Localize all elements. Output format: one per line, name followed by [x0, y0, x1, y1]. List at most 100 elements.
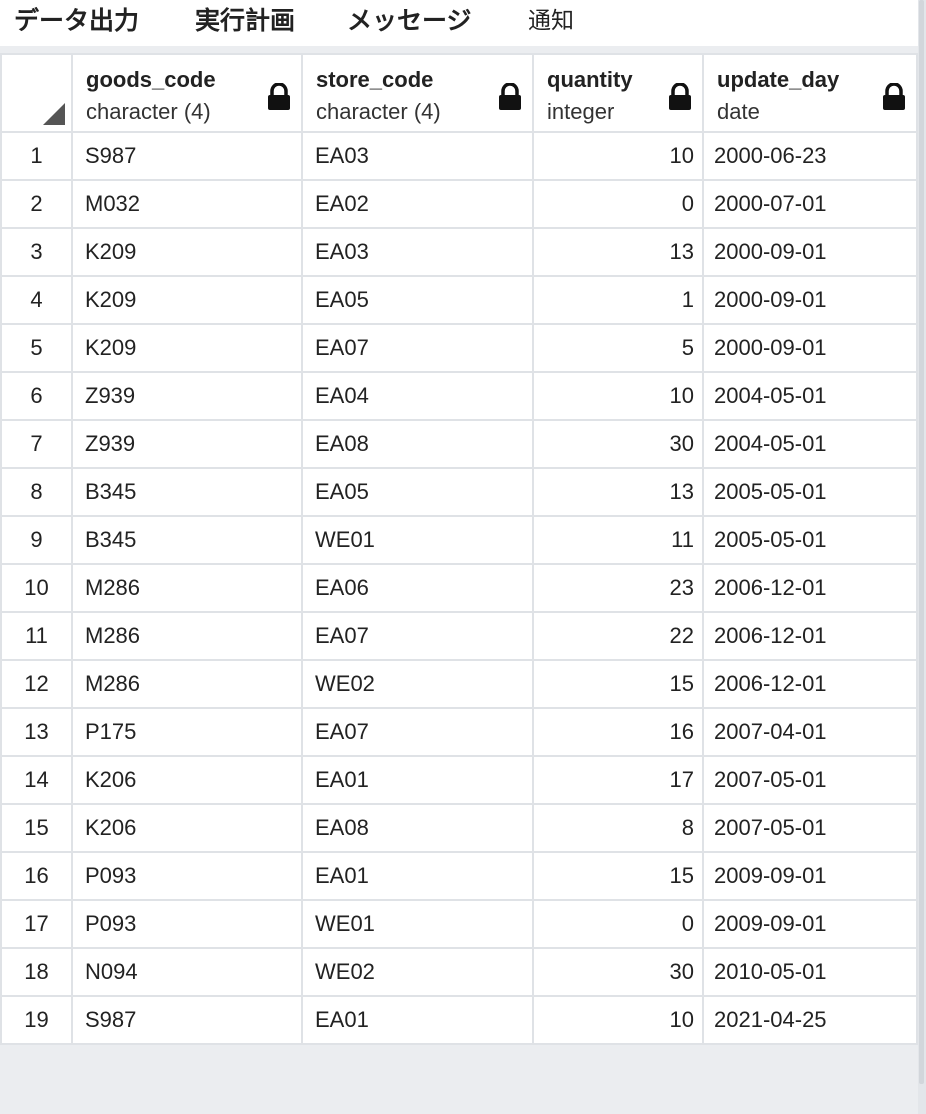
cell-store-code[interactable]: EA03 [301, 131, 534, 181]
cell-goods-code[interactable]: K209 [71, 227, 303, 277]
cell-quantity[interactable]: 16 [532, 707, 704, 757]
cell-goods-code[interactable]: K206 [71, 755, 303, 805]
table-row[interactable]: 18 N094 WE02 30 2010-05-01 [0, 947, 918, 997]
cell-goods-code[interactable]: S987 [71, 131, 303, 181]
cell-quantity[interactable]: 5 [532, 323, 704, 373]
cell-store-code[interactable]: EA01 [301, 755, 534, 805]
cell-update-day[interactable]: 2000-09-01 [702, 227, 918, 277]
row-number[interactable]: 8 [0, 467, 73, 517]
cell-store-code[interactable]: EA05 [301, 275, 534, 325]
cell-goods-code[interactable]: M286 [71, 659, 303, 709]
tab-notifications[interactable]: 通知 [528, 8, 574, 34]
cell-store-code[interactable]: WE01 [301, 515, 534, 565]
table-row[interactable]: 17 P093 WE01 0 2009-09-01 [0, 899, 918, 949]
tab-messages[interactable]: メッセージ [347, 6, 472, 35]
cell-update-day[interactable]: 2009-09-01 [702, 899, 918, 949]
row-number[interactable]: 19 [0, 995, 73, 1045]
cell-goods-code[interactable]: Z939 [71, 419, 303, 469]
table-row[interactable]: 6 Z939 EA04 10 2004-05-01 [0, 371, 918, 421]
row-number[interactable]: 5 [0, 323, 73, 373]
cell-store-code[interactable]: WE01 [301, 899, 534, 949]
cell-store-code[interactable]: EA04 [301, 371, 534, 421]
table-row[interactable]: 5 K209 EA07 5 2000-09-01 [0, 323, 918, 373]
cell-quantity[interactable]: 10 [532, 371, 704, 421]
row-number[interactable]: 1 [0, 131, 73, 181]
column-header-update-day[interactable]: update_day date [702, 53, 918, 133]
row-number[interactable]: 17 [0, 899, 73, 949]
select-all-corner[interactable] [0, 53, 73, 133]
cell-store-code[interactable]: EA06 [301, 563, 534, 613]
cell-store-code[interactable]: EA07 [301, 611, 534, 661]
scrollbar-thumb[interactable] [919, 0, 924, 1084]
cell-store-code[interactable]: WE02 [301, 947, 534, 997]
row-number[interactable]: 10 [0, 563, 73, 613]
table-row[interactable]: 7 Z939 EA08 30 2004-05-01 [0, 419, 918, 469]
cell-store-code[interactable]: EA02 [301, 179, 534, 229]
cell-quantity[interactable]: 15 [532, 851, 704, 901]
cell-quantity[interactable]: 8 [532, 803, 704, 853]
cell-goods-code[interactable]: K209 [71, 275, 303, 325]
cell-store-code[interactable]: EA07 [301, 707, 534, 757]
table-row[interactable]: 8 B345 EA05 13 2005-05-01 [0, 467, 918, 517]
cell-quantity[interactable]: 22 [532, 611, 704, 661]
cell-goods-code[interactable]: K209 [71, 323, 303, 373]
table-row[interactable]: 13 P175 EA07 16 2007-04-01 [0, 707, 918, 757]
cell-goods-code[interactable]: P093 [71, 899, 303, 949]
table-row[interactable]: 2 M032 EA02 0 2000-07-01 [0, 179, 918, 229]
cell-update-day[interactable]: 2007-05-01 [702, 803, 918, 853]
row-number[interactable]: 9 [0, 515, 73, 565]
row-number[interactable]: 14 [0, 755, 73, 805]
row-number[interactable]: 18 [0, 947, 73, 997]
table-row[interactable]: 11 M286 EA07 22 2006-12-01 [0, 611, 918, 661]
cell-goods-code[interactable]: S987 [71, 995, 303, 1045]
column-header-quantity[interactable]: quantity integer [532, 53, 704, 133]
row-number[interactable]: 3 [0, 227, 73, 277]
cell-goods-code[interactable]: M286 [71, 611, 303, 661]
cell-update-day[interactable]: 2021-04-25 [702, 995, 918, 1045]
cell-store-code[interactable]: EA05 [301, 467, 534, 517]
cell-quantity[interactable]: 10 [532, 131, 704, 181]
cell-store-code[interactable]: WE02 [301, 659, 534, 709]
table-row[interactable]: 3 K209 EA03 13 2000-09-01 [0, 227, 918, 277]
cell-update-day[interactable]: 2000-06-23 [702, 131, 918, 181]
cell-quantity[interactable]: 11 [532, 515, 704, 565]
table-row[interactable]: 12 M286 WE02 15 2006-12-01 [0, 659, 918, 709]
cell-update-day[interactable]: 2000-09-01 [702, 323, 918, 373]
table-row[interactable]: 16 P093 EA01 15 2009-09-01 [0, 851, 918, 901]
cell-update-day[interactable]: 2005-05-01 [702, 515, 918, 565]
row-number[interactable]: 11 [0, 611, 73, 661]
cell-update-day[interactable]: 2007-04-01 [702, 707, 918, 757]
cell-update-day[interactable]: 2000-07-01 [702, 179, 918, 229]
cell-quantity[interactable]: 15 [532, 659, 704, 709]
table-row[interactable]: 10 M286 EA06 23 2006-12-01 [0, 563, 918, 613]
column-header-store-code[interactable]: store_code character (4) [301, 53, 534, 133]
cell-goods-code[interactable]: K206 [71, 803, 303, 853]
vertical-scrollbar[interactable] [918, 0, 926, 1114]
cell-update-day[interactable]: 2009-09-01 [702, 851, 918, 901]
cell-update-day[interactable]: 2000-09-01 [702, 275, 918, 325]
cell-quantity[interactable]: 13 [532, 227, 704, 277]
table-row[interactable]: 15 K206 EA08 8 2007-05-01 [0, 803, 918, 853]
table-row[interactable]: 9 B345 WE01 11 2005-05-01 [0, 515, 918, 565]
cell-quantity[interactable]: 0 [532, 179, 704, 229]
table-row[interactable]: 19 S987 EA01 10 2021-04-25 [0, 995, 918, 1045]
table-row[interactable]: 1 S987 EA03 10 2000-06-23 [0, 131, 918, 181]
cell-store-code[interactable]: EA01 [301, 995, 534, 1045]
cell-goods-code[interactable]: P093 [71, 851, 303, 901]
cell-goods-code[interactable]: P175 [71, 707, 303, 757]
cell-goods-code[interactable]: N094 [71, 947, 303, 997]
cell-quantity[interactable]: 30 [532, 419, 704, 469]
cell-update-day[interactable]: 2006-12-01 [702, 563, 918, 613]
cell-store-code[interactable]: EA03 [301, 227, 534, 277]
cell-quantity[interactable]: 10 [532, 995, 704, 1045]
cell-update-day[interactable]: 2005-05-01 [702, 467, 918, 517]
cell-update-day[interactable]: 2006-12-01 [702, 611, 918, 661]
cell-quantity[interactable]: 30 [532, 947, 704, 997]
cell-goods-code[interactable]: Z939 [71, 371, 303, 421]
cell-goods-code[interactable]: M286 [71, 563, 303, 613]
tab-data-output[interactable]: データ出力 [14, 6, 140, 35]
cell-goods-code[interactable]: B345 [71, 467, 303, 517]
cell-quantity[interactable]: 1 [532, 275, 704, 325]
cell-quantity[interactable]: 13 [532, 467, 704, 517]
cell-goods-code[interactable]: M032 [71, 179, 303, 229]
